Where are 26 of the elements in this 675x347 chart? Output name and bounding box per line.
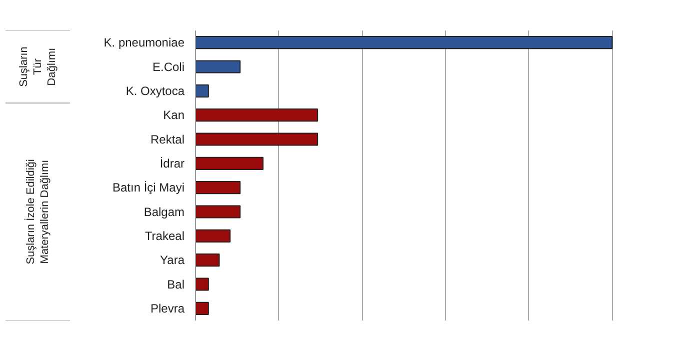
y-tick-label: Balgam [144,204,185,219]
y-tick-label: K. Oxytoca [126,84,185,98]
y-tick-label: Trakeal [144,228,185,243]
bar [196,36,613,50]
bar [196,205,241,218]
text: Suşların Tür Dağlımı [18,46,58,87]
y-tick-label: Rektal [150,132,184,146]
bar [196,132,318,146]
bar [196,60,241,74]
y-tick-label: Batın İçi Mayi [112,180,185,195]
bar [196,156,264,170]
y-tick-label: Kan [163,108,185,122]
bar [196,254,220,267]
bar [196,181,241,194]
y-tick-label: K. pneumoniae [104,36,185,50]
bar [196,108,318,122]
y-tick-label: Yara [160,253,185,268]
y-tick-label: E.Coli [152,60,185,74]
bar [196,302,209,315]
y-tick-label: Bal [167,277,184,292]
text: Suşların İzole Edildiği Materyallerin Dağlımı [24,159,51,264]
bar [196,84,209,98]
y-tick-label: Plevra [150,301,185,316]
bar [196,278,209,291]
bar [196,229,231,242]
y-tick-label: İdrar [160,156,185,170]
